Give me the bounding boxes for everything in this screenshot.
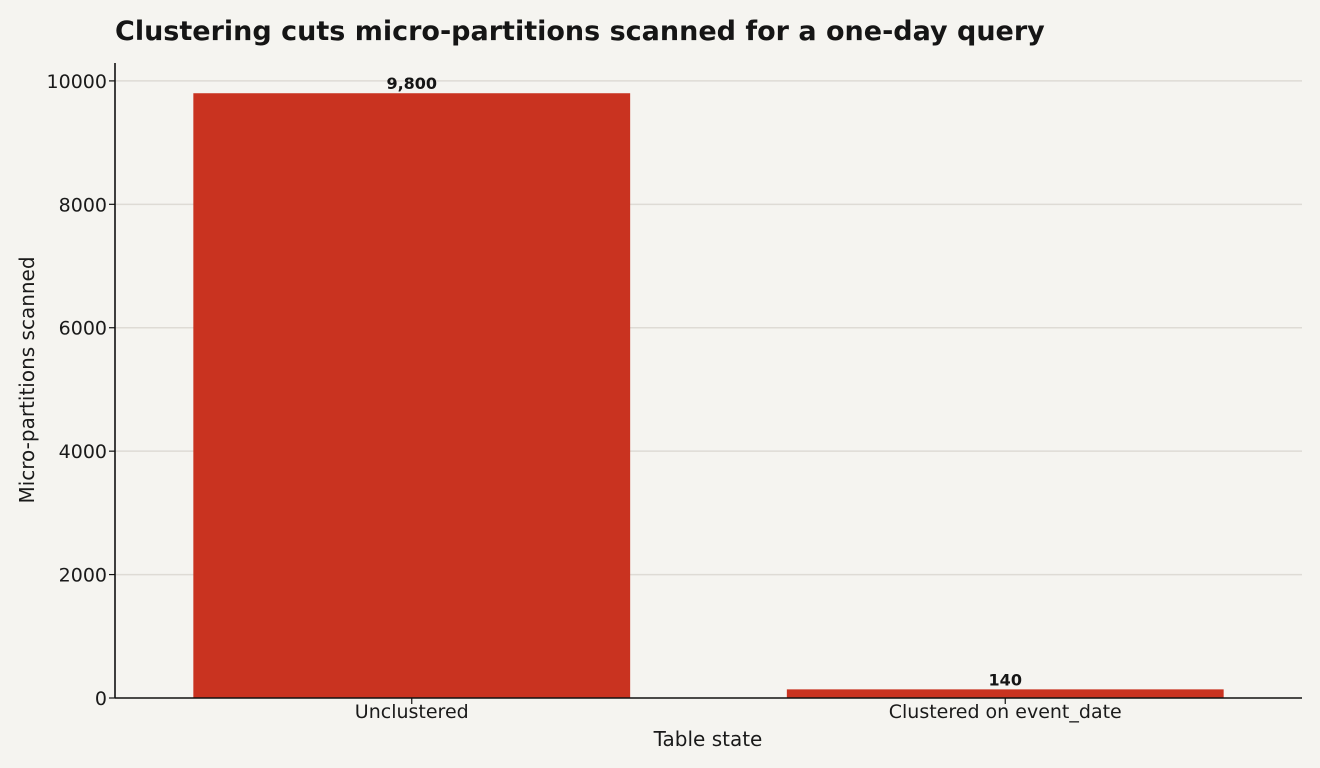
bar-value-label: 9,800: [386, 74, 437, 93]
y-tick-label: 8000: [59, 194, 107, 216]
bar-unclustered: [193, 93, 631, 698]
y-axis-title: Micro-partitions scanned: [15, 256, 39, 503]
axes: 0 2000 4000 6000 8000 10000 Unclustered Cluster…: [47, 63, 1302, 723]
x-tick-label: Clustered on event_date: [889, 701, 1122, 723]
bar-clustered-on-event-date: [786, 689, 1224, 698]
y-tick-label: 2000: [59, 565, 107, 587]
y-tick-label: 6000: [59, 318, 107, 340]
data-labels: 9,800 140: [386, 74, 1022, 689]
x-axis-title: Table state: [653, 727, 763, 751]
bar-value-label: 140: [989, 670, 1022, 689]
y-tick-label: 4000: [59, 441, 107, 463]
x-tick-label: Unclustered: [355, 701, 469, 723]
y-tick-label: 10000: [47, 71, 107, 93]
y-tick-label: 0: [95, 688, 107, 710]
chart-title: Clustering cuts micro-partitions scanned…: [115, 16, 1045, 47]
bars: [193, 93, 1224, 698]
